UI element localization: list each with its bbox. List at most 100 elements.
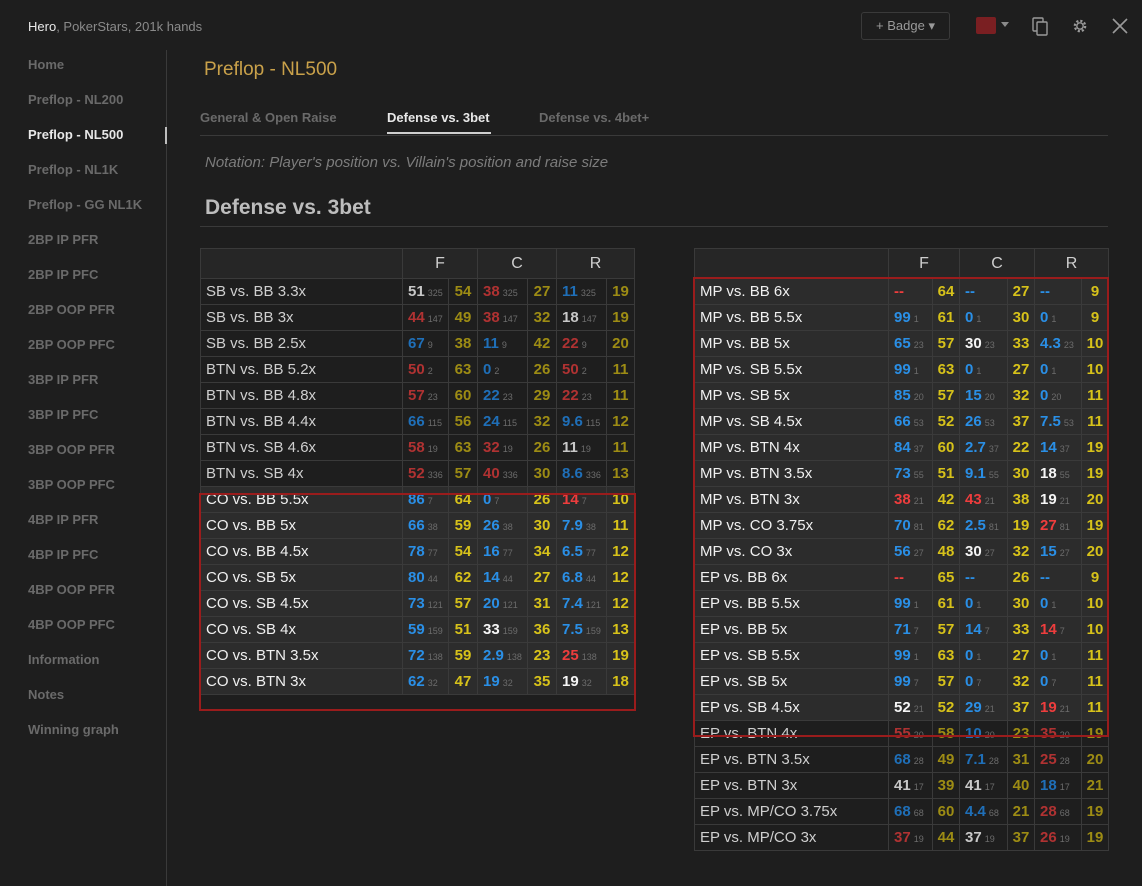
sidebar-item-preflop-nl500[interactable]: Preflop - NL500	[28, 127, 124, 142]
call-percent: 32	[1007, 538, 1035, 565]
fold-percent: 59	[448, 512, 478, 539]
tab-defense-vs-3bet[interactable]: Defense vs. 3bet	[387, 110, 490, 125]
call-stat-cell: 24 115	[477, 408, 528, 435]
fold-stat-value: 99	[894, 361, 911, 378]
sample-count: 147	[502, 314, 518, 324]
sample-count: 38	[502, 522, 513, 532]
call-stat-value: 14	[965, 621, 982, 638]
raise-stat-value: 0	[1040, 673, 1049, 690]
row-label: SB vs. BB 3x	[200, 304, 403, 331]
settings-icon[interactable]	[1070, 16, 1090, 36]
call-stat-value: 30	[965, 543, 982, 560]
sidebar-item-3bp-oop-pfc[interactable]: 3BP OOP PFC	[28, 477, 115, 492]
sidebar-item-4bp-oop-pfc[interactable]: 4BP OOP PFC	[28, 617, 115, 632]
raise-stat-value: 27	[1040, 517, 1057, 534]
caret-down-icon[interactable]	[1001, 22, 1009, 27]
active-item-indicator	[165, 127, 167, 144]
sample-count: 1	[1051, 366, 1057, 376]
sample-count: 147	[427, 314, 443, 324]
raise-percent: 19	[606, 304, 635, 331]
raise-stat-value: 4.3	[1040, 335, 1061, 352]
table-row: BTN vs. BB 5.2x 50 2 63 0 2 26 50 2 11	[200, 356, 635, 383]
fold-percent: 63	[932, 356, 960, 383]
call-percent: 34	[527, 538, 557, 565]
sidebar-item-preflop-gg-nl1k[interactable]: Preflop - GG NL1K	[28, 197, 143, 212]
close-icon[interactable]	[1110, 16, 1130, 36]
sidebar-item-notes[interactable]: Notes	[28, 687, 65, 702]
call-percent: 38	[1007, 486, 1035, 513]
sample-count: 27	[913, 548, 924, 558]
sidebar-item-preflop-nl200[interactable]: Preflop - NL200	[28, 92, 124, 107]
sidebar-item-4bp-ip-pfr[interactable]: 4BP IP PFR	[28, 512, 99, 527]
fold-stat-cell: 78 77	[402, 538, 449, 565]
fold-stat-cell: 72 138	[402, 642, 449, 669]
fold-percent: 47	[448, 668, 478, 695]
sidebar-item-2bp-ip-pfr[interactable]: 2BP IP PFR	[28, 232, 99, 247]
call-percent: 37	[1007, 408, 1035, 435]
sidebar-item-information[interactable]: Information	[28, 652, 100, 667]
row-label: CO vs. SB 4.5x	[200, 590, 403, 617]
sample-count: 1	[976, 314, 982, 324]
sample-count: 336	[427, 470, 443, 480]
call-percent: 30	[527, 512, 557, 539]
sidebar-item-preflop-nl1k[interactable]: Preflop - NL1K	[28, 162, 119, 177]
sample-count: 7	[1051, 678, 1057, 688]
raise-percent: 11	[1081, 668, 1109, 695]
fold-stat-value: 52	[894, 699, 911, 716]
call-percent: 30	[527, 460, 557, 487]
sample-count: 68	[988, 808, 999, 818]
sample-count: 325	[580, 288, 596, 298]
table-row: MP vs. SB 5.5x 99 1 63 0 1 27 0 1 10	[694, 356, 1109, 383]
fold-percent: 49	[932, 746, 960, 773]
fold-stat-value: 80	[408, 569, 425, 586]
fold-stat-value: 37	[894, 829, 911, 846]
sample-count: 159	[427, 626, 443, 636]
sample-count: 1	[1051, 652, 1057, 662]
raise-stat-cell: 0 20	[1034, 382, 1082, 409]
copy-icon[interactable]	[1030, 16, 1050, 36]
fold-stat-cell: 99 1	[888, 642, 933, 669]
header-raise: R	[1034, 248, 1109, 279]
sidebar-item-4bp-oop-pfr[interactable]: 4BP OOP PFR	[28, 582, 115, 597]
tab-general-open-raise[interactable]: General & Open Raise	[200, 110, 337, 125]
header-raise: R	[556, 248, 635, 279]
sample-count: 7	[913, 678, 919, 688]
fold-stat-cell: 41 17	[888, 772, 933, 799]
call-stat-value: 7.1	[965, 751, 986, 768]
sidebar-item-home[interactable]: Home	[28, 57, 65, 72]
sidebar-item-3bp-ip-pfc[interactable]: 3BP IP PFC	[28, 407, 99, 422]
fold-percent: 51	[448, 616, 478, 643]
sidebar-item-3bp-oop-pfr[interactable]: 3BP OOP PFR	[28, 442, 115, 457]
tab-defense-vs-4bet[interactable]: Defense vs. 4bet+	[539, 110, 650, 125]
sidebar-item-2bp-oop-pfr[interactable]: 2BP OOP PFR	[28, 302, 115, 317]
raise-stat-value: --	[1040, 283, 1050, 300]
sample-count: 147	[581, 314, 597, 324]
sidebar-item-2bp-ip-pfc[interactable]: 2BP IP PFC	[28, 267, 99, 282]
sidebar-item-2bp-oop-pfc[interactable]: 2BP OOP PFC	[28, 337, 115, 352]
call-percent: 19	[1007, 512, 1035, 539]
fold-percent: 65	[932, 564, 960, 591]
row-label: MP vs. SB 5x	[694, 382, 889, 409]
sample-count: 336	[585, 470, 601, 480]
sample-count: 37	[1059, 444, 1070, 454]
color-swatch[interactable]	[976, 17, 996, 34]
add-badge-button[interactable]: + Badge ▾	[861, 12, 950, 40]
sample-count: 21	[913, 704, 924, 714]
sample-count: 17	[913, 782, 924, 792]
sidebar-item-3bp-ip-pfr[interactable]: 3BP IP PFR	[28, 372, 99, 387]
fold-percent: 62	[932, 512, 960, 539]
raise-stat-cell: 9.6 115	[556, 408, 607, 435]
raise-stat-cell: 18 55	[1034, 460, 1082, 487]
raise-stat-value: 8.6	[562, 465, 583, 482]
sample-count: 1	[913, 600, 919, 610]
raise-stat-cell: 19 32	[556, 668, 607, 695]
sidebar-item-4bp-ip-pfc[interactable]: 4BP IP PFC	[28, 547, 99, 562]
tab-bar: General & Open Raise Defense vs. 3bet De…	[200, 108, 1108, 136]
header-fold: F	[888, 248, 960, 279]
call-stat-cell: 30 27	[959, 538, 1008, 565]
call-percent: 30	[1007, 304, 1035, 331]
call-percent: 26	[527, 434, 557, 461]
sidebar-item-winning-graph[interactable]: Winning graph	[28, 722, 119, 737]
row-label: EP vs. BB 6x	[694, 564, 889, 591]
fold-stat-value: 66	[408, 517, 425, 534]
